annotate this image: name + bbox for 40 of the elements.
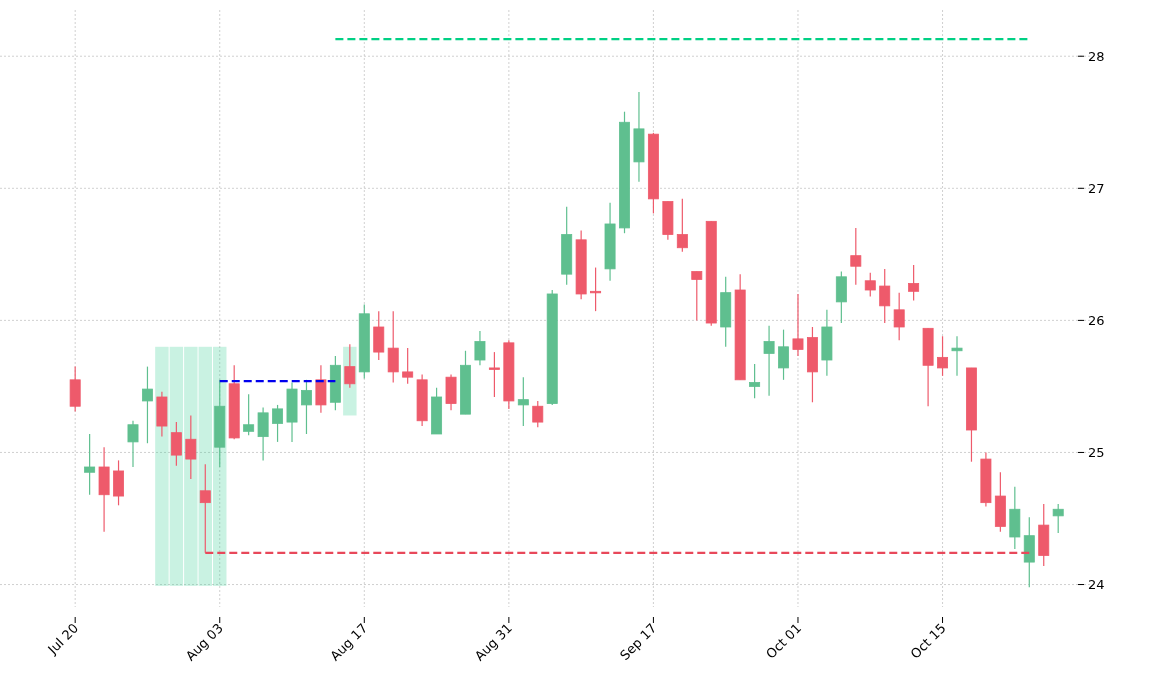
candlestick	[127, 420, 139, 468]
candlestick	[676, 198, 688, 253]
x-tick-label: Jul 20	[44, 620, 82, 658]
candlestick	[488, 351, 500, 398]
candlestick	[908, 264, 920, 302]
x-tick-label: Oct 15	[907, 620, 949, 662]
candlestick	[517, 376, 529, 427]
candlestick	[185, 414, 197, 480]
candlestick	[272, 404, 284, 443]
y-tick-label: 25	[1088, 445, 1105, 461]
candlestick	[763, 325, 775, 397]
candlestick	[850, 227, 862, 286]
y-tick-label: 27	[1088, 180, 1105, 196]
candlestick	[749, 363, 761, 399]
candlestick	[243, 393, 255, 436]
y-tick-label: 28	[1088, 48, 1105, 64]
candlestick	[532, 400, 544, 428]
candlestick	[301, 379, 312, 435]
candlestick	[141, 366, 153, 444]
candlestick	[792, 293, 804, 357]
candlestick	[893, 292, 905, 341]
candlestick	[691, 270, 703, 321]
x-tick-label: Oct 01	[762, 620, 805, 662]
candlestick	[474, 330, 486, 366]
y-tick-label: 26	[1088, 312, 1105, 328]
candlestick	[387, 310, 399, 384]
candlestick	[1052, 503, 1064, 534]
candlestick	[84, 433, 96, 496]
candlestick	[778, 329, 789, 381]
candlestick	[257, 406, 269, 461]
x-tick-label: Sep 17	[616, 620, 660, 664]
candlestick	[864, 272, 876, 298]
candlestick	[879, 268, 891, 324]
candlestick	[937, 335, 949, 377]
candlestick	[170, 421, 182, 467]
candlestick	[590, 266, 602, 312]
y-tick-label: 24	[1088, 577, 1105, 593]
candlestick	[951, 335, 963, 377]
x-tick-label: Aug 17	[327, 620, 371, 664]
candlestick	[402, 347, 414, 385]
